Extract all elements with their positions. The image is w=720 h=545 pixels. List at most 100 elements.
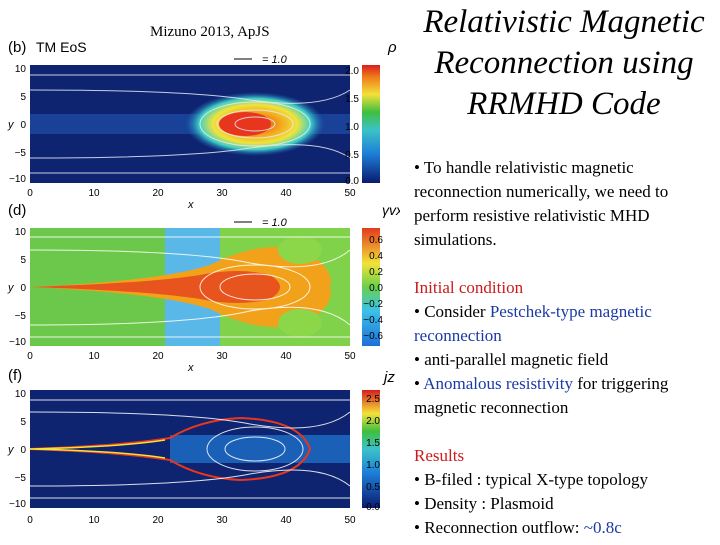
svg-text:0: 0 [20,120,26,131]
colorbar-symbol: ρ [387,39,397,56]
svg-text:50: 50 [344,351,356,362]
svg-text:0: 0 [27,188,33,199]
svg-text:0.0: 0.0 [369,283,383,294]
colorbar-ticks: 2.0 1.5 1.0 0.5 0.0 [345,66,359,187]
svg-text:−0.6: −0.6 [363,331,383,342]
bullet-pestchek: • Consider Pestchek-type magnetic reconn… [414,300,714,348]
arrow-label: = 1.0 [262,54,288,66]
panel-density: (b) TM EoS = 1.0 ρ 2.0 1.5 1.0 0.5 0.0 1… [0,30,400,211]
svg-text:0.5: 0.5 [366,482,380,493]
highlight-pestchek: Pestchek-type magnetic reconnection [414,302,652,345]
bullet-text: • [414,374,424,393]
citation: Mizuno 2013, ApJS [150,24,270,40]
result-density: • Density : Plasmoid [414,494,554,513]
arrow-label: = 1.0 [262,217,288,229]
svg-text:10: 10 [88,351,100,362]
title-line: Relativistic Magnetic [423,4,705,40]
bullet-resistivity: • Anomalous resistivity for triggering m… [414,372,714,420]
svg-text:0.2: 0.2 [369,267,383,278]
svg-text:40: 40 [280,188,292,199]
svg-text:1.0: 1.0 [345,122,359,133]
bullet-text: • Consider [414,302,490,321]
initial-condition-section: Initial condition • Consider Pestchek-ty… [414,276,714,420]
svg-text:0.0: 0.0 [345,176,359,187]
svg-text:10: 10 [15,64,27,75]
y-axis-label: y [7,444,15,456]
colorbar-symbol: γvx [382,202,400,218]
svg-text:5: 5 [20,92,26,103]
svg-text:0.6: 0.6 [369,235,383,246]
svg-text:40: 40 [280,351,292,362]
highlight-outflow: ~0.8c [583,518,622,537]
result-bfield: • B-filed : typical X-type topology [414,470,648,489]
svg-text:20: 20 [152,515,164,526]
svg-text:0.4: 0.4 [369,251,383,262]
svg-text:10: 10 [15,389,27,400]
initial-condition-heading: Initial condition [414,278,524,297]
velocity-plot: (d) = 1.0 γvx 0.6 0.4 0.2 0.0 −0.2 −0.4 … [7,202,404,374]
svg-text:50: 50 [344,515,356,526]
svg-text:0.5: 0.5 [345,150,359,161]
svg-text:40: 40 [280,515,292,526]
result-outflow: • Reconnection outflow: ~0.8c [414,516,714,540]
svg-text:−10: −10 [9,337,26,348]
svg-text:−5: −5 [15,311,27,322]
colorbar [362,65,380,183]
x-ticks: 0 10 20 30 40 50 [27,515,356,526]
density-plot: (b) TM EoS = 1.0 ρ 2.0 1.5 1.0 0.5 0.0 1… [7,39,397,211]
svg-text:−5: −5 [15,473,27,484]
y-ticks: 10 5 0 −5 −10 [9,64,26,185]
svg-text:20: 20 [152,351,164,362]
x-ticks: 0 10 20 30 40 50 [27,188,356,199]
svg-text:30: 30 [216,188,228,199]
bullet-antiparallel: • anti-parallel magnetic field [414,350,609,369]
svg-text:2.0: 2.0 [366,416,380,427]
svg-text:50: 50 [344,188,356,199]
svg-text:2.0: 2.0 [345,66,359,77]
x-ticks: 0 10 20 30 40 50 [27,351,356,362]
current-plot: (f) jz 2.5 2.0 1.5 1.0 0.5 0.0 10 5 0 −5… [7,367,395,526]
svg-text:0.0: 0.0 [366,502,380,513]
svg-text:−5: −5 [15,148,27,159]
svg-text:−10: −10 [9,499,26,510]
colorbar [362,390,380,508]
svg-text:10: 10 [15,227,27,238]
svg-text:0: 0 [20,283,26,294]
y-axis-label: y [7,119,15,131]
bullet-text: for triggering magnetic reconnection [414,374,669,417]
slide-title: Relativistic Magnetic Reconnection using… [408,2,720,125]
svg-text:30: 30 [216,351,228,362]
highlight-resistivity: Anomalous resistivity [423,374,573,393]
title-line: RRMHD Code [467,86,661,122]
title-line: Reconnection using [434,45,694,81]
svg-text:30: 30 [216,515,228,526]
svg-text:1.5: 1.5 [366,438,380,449]
panel-velocity: (d) = 1.0 γvx 0.6 0.4 0.2 0.0 −0.2 −0.4 … [0,195,404,375]
svg-text:2.5: 2.5 [366,394,380,405]
bullet-text: • Reconnection outflow: [414,518,584,537]
panel-tag: TM EoS [36,39,87,55]
svg-text:10: 10 [88,188,100,199]
x-axis-label: x [187,199,194,210]
colorbar-ticks: 2.5 2.0 1.5 1.0 0.5 0.0 [366,394,380,513]
colorbar-ticks: 0.6 0.4 0.2 0.0 −0.2 −0.4 −0.6 [363,235,383,342]
colorbar-symbol: jz [382,369,395,386]
svg-text:0: 0 [20,445,26,456]
svg-text:0: 0 [27,351,33,362]
y-ticks: 10 5 0 −5 −10 [9,389,26,510]
y-axis-label: y [7,282,15,294]
results-section: Results • B-filed : typical X-type topol… [414,444,714,540]
colorbar [362,228,380,346]
results-heading: Results [414,446,465,465]
svg-text:−0.2: −0.2 [363,299,383,310]
y-ticks: 10 5 0 −5 −10 [9,227,26,348]
svg-text:1.0: 1.0 [366,460,380,471]
svg-text:0: 0 [27,515,33,526]
panel-current: (f) jz 2.5 2.0 1.5 1.0 0.5 0.0 10 5 0 −5… [0,360,400,540]
panel-label: (b) [8,39,26,56]
svg-text:5: 5 [20,255,26,266]
panel-label: (f) [8,367,22,384]
svg-text:1.5: 1.5 [345,94,359,105]
x-axis-label: x [187,362,194,374]
svg-text:−0.4: −0.4 [363,315,383,326]
